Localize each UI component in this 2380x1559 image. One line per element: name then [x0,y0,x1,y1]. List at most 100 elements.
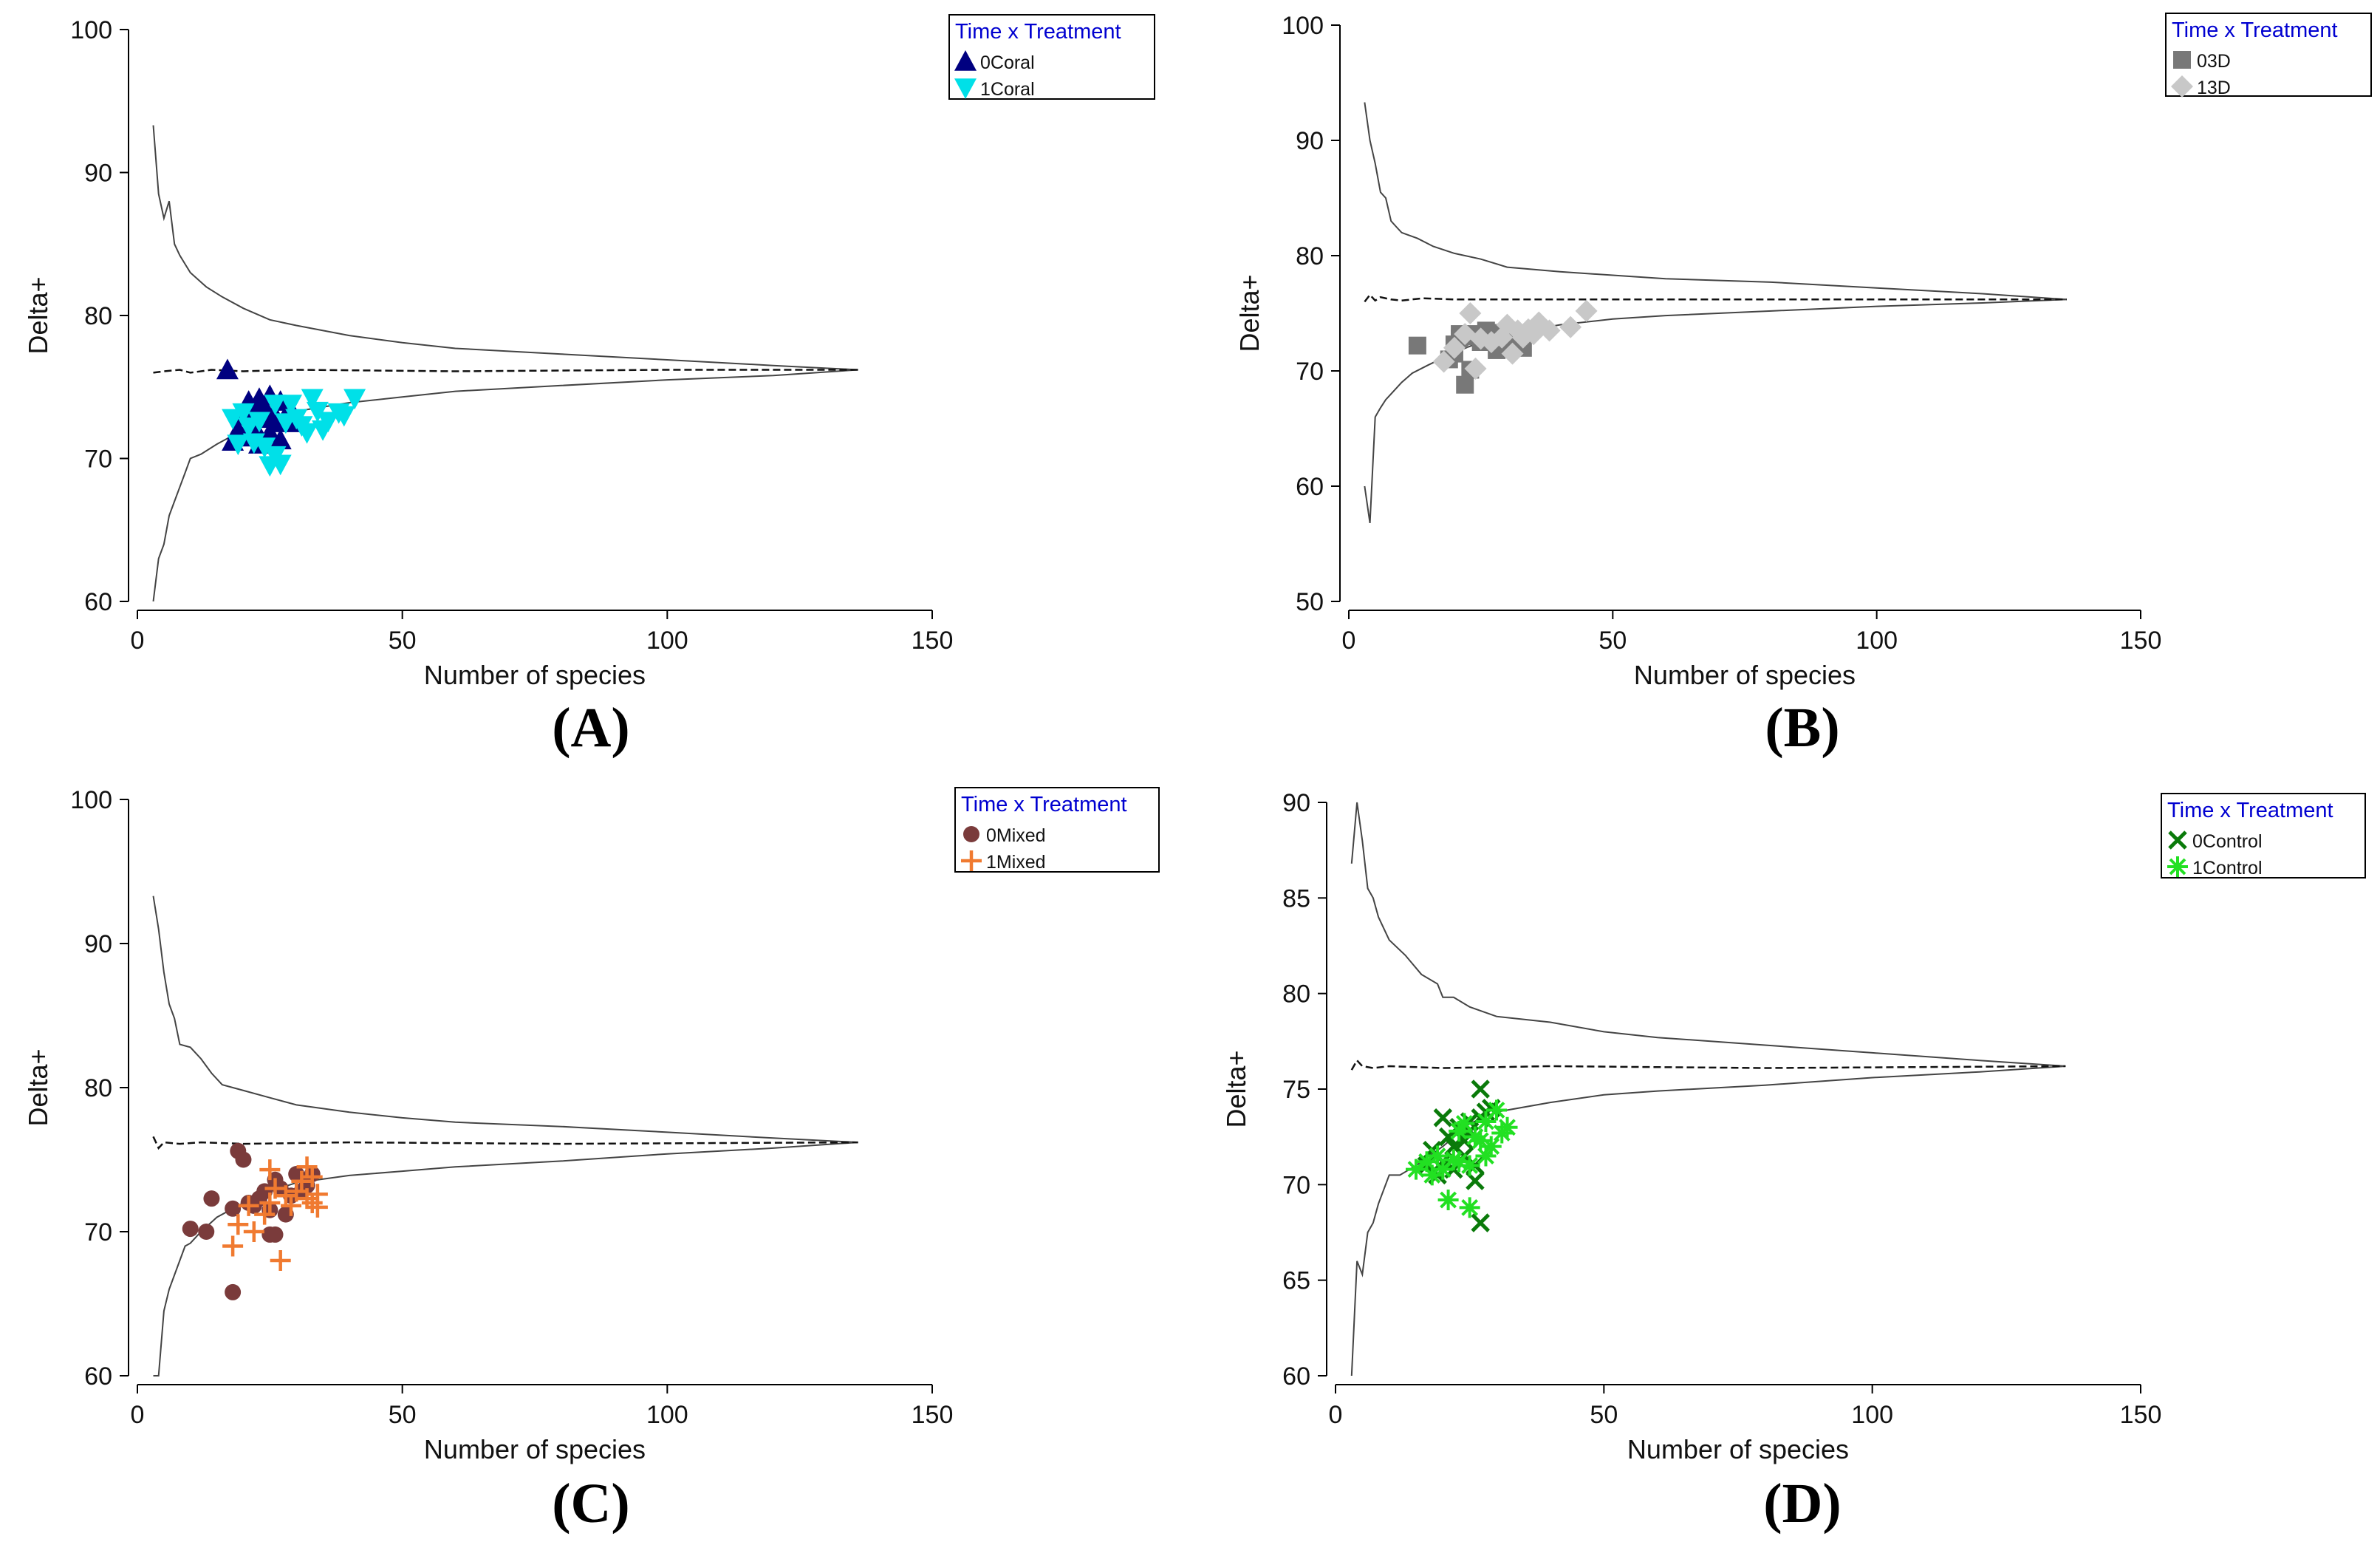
panel-b-point-03D [1408,336,1426,355]
panel-a-point-1Coral [227,434,250,456]
panel-c-label: (C) [552,1473,630,1535]
panel-c-legend-marker-1Mixed [961,850,982,871]
panel-a-legend: Time x Treatment 0Coral 1Coral [948,14,1155,100]
panel-d-x-tick-label: 100 [1851,1401,1893,1429]
panel-c-point-1Mixed [281,1195,302,1216]
panel-a-point-1Coral [232,403,255,424]
panel-b-x-tick-label: 50 [1598,627,1627,655]
panel-d-y-tick-label: 65 [1282,1267,1310,1295]
panel-d-y-axis-label: Delta+ [1221,1050,1251,1128]
panel-d-point-1Control [1486,1099,1507,1121]
panel-b-x-axis-label: Number of species [1634,660,1856,690]
panel-b-point-13D [1464,357,1487,380]
panel-b-y-tick-label: 80 [1296,242,1324,270]
panel-c-mean-line [152,1136,858,1150]
panel-b-legend: Time x Treatment 03D 13D [2165,13,2372,98]
panel-d-x-tick-label: 50 [1590,1401,1618,1429]
panel-a-point-1Coral [264,395,287,415]
panel-d-legend-marker-0Control [2168,830,2187,850]
panel-b-x-tick-label: 100 [1856,627,1898,655]
panel-c-legend-entry-0Mixed: 0Mixed [986,825,1046,846]
panel-b-point-13D [1491,326,1514,349]
panel-b-point-13D [1454,323,1477,346]
panel-d-point-1Control [1406,1159,1426,1180]
panel-c-y-tick-label: 80 [84,1074,112,1102]
panel-c-point-0Mixed [235,1151,252,1168]
panel-d-legend-marker-1Control [2167,856,2188,877]
panel-d-point-1Control [1427,1145,1449,1167]
panel-a-point-1Coral [332,406,355,427]
panel-c-point-1Mixed [238,1195,259,1216]
panel-a-y-tick-label: 60 [84,588,112,616]
panel-d-lower-limit-line [1350,1065,2066,1377]
panel-a-x-tick-label: 0 [131,627,145,655]
panel-c-point-1Mixed [291,1170,312,1192]
panel-b-x-tick-label: 0 [1342,627,1356,655]
panel-b-point-13D [1559,315,1582,338]
panel-d-point-1Control [1454,1113,1475,1134]
panel-c-point-1Mixed [254,1204,276,1225]
panel-d-x-tick-label: 150 [2120,1401,2162,1429]
panel-c-x-tick-label: 150 [912,1401,954,1429]
panel-a-point-1Coral [253,437,276,459]
panel-d-point-1Control [1475,1111,1497,1132]
panel-a: 0 50 100 150 60 70 80 90 100 Time x Treatment 0Co… [23,14,1155,759]
panel-c-y-tick-label: 90 [84,930,112,958]
panel-b-chart: 0 50 100 150 50 60 70 80 90 100 [1282,12,2161,655]
panel-d-x-axis-label: Number of species [1627,1434,1849,1464]
panel-d-point-0Control [1433,1108,1453,1128]
panel-c-point-0Mixed [267,1226,284,1243]
panel-a-point-1Coral [280,395,303,415]
panel-a-legend-entry-1Coral: 1Coral [980,79,1035,100]
panel-a-y-axis-label: Delta+ [23,276,53,354]
panel-d-point-0Control [1471,1079,1490,1099]
panel-b-y-tick-label: 70 [1296,358,1324,386]
panel-b-y-tick-label: 60 [1296,473,1324,501]
panel-c-point-1Mixed [259,1159,281,1181]
panel-c-point-0Mixed [182,1221,199,1238]
panel-d-point-1Control [1432,1159,1454,1180]
panel-a-y-tick-label: 70 [84,446,112,474]
panel-a-y-tick-label: 90 [84,160,112,188]
panel-d-point-1Control [1459,1155,1480,1176]
panel-a-point-1Coral [269,454,292,476]
panel-b-y-tick-label: 90 [1296,127,1324,155]
panel-a-point-1Coral [301,389,324,410]
panel-d-y-tick-label: 60 [1282,1362,1310,1391]
panel-a-point-1Coral [247,412,270,433]
panel-b-y-tick-label: 50 [1296,588,1324,616]
panel-d-point-1Control [1475,1145,1497,1167]
panel-c-point-1Mixed [270,1250,291,1271]
panel-d-legend-box [2161,793,2366,879]
panel-a-point-0Coral [253,395,276,417]
panel-d-legend-entry-0Control: 0Control [2192,831,2263,852]
panel-d-point-1Control [1459,1197,1480,1218]
panel-c-legend-marker-0Mixed [963,826,979,842]
panel-c-chart: 0 50 100 150 60 70 80 90 100 [70,786,953,1429]
panel-d-point-1Control [1421,1164,1443,1186]
panel-c-x-tick-label: 0 [131,1401,145,1429]
panel-d-upper-limit-line [1350,802,2066,1067]
panel-b-point-13D [1443,336,1466,359]
panel-b-legend-entry-13D: 13D [2197,78,2231,98]
panel-b-legend-entry-03D: 03D [2197,51,2231,72]
panel-d-point-1Control [1470,1130,1491,1151]
panel-a-y-tick-label: 80 [84,302,112,330]
panel-c-point-0Mixed [225,1283,242,1300]
panel-a-point-1Coral [343,389,366,410]
panel-b-x-tick-label: 150 [2120,627,2162,655]
panel-a-legend-entry-0Coral: 0Coral [980,52,1035,73]
panel-a-upper-limit-line [152,125,858,371]
panel-c-point-1Mixed [264,1178,286,1199]
panel-d-label: (D) [1763,1473,1842,1535]
panel-d-legend-entry-1Control: 1Control [2192,858,2263,879]
panel-b-point-13D [1501,342,1524,365]
panel-b-point-13D [1538,319,1561,342]
panel-b-legend-marker-03D [2173,51,2191,69]
panel-c-y-tick-label: 70 [84,1218,112,1246]
panel-c-point-1Mixed [222,1235,244,1257]
panel-c-point-1Mixed [307,1196,328,1218]
panel-c-point-0Mixed [203,1190,220,1207]
panel-c-x-tick-label: 50 [389,1401,417,1429]
